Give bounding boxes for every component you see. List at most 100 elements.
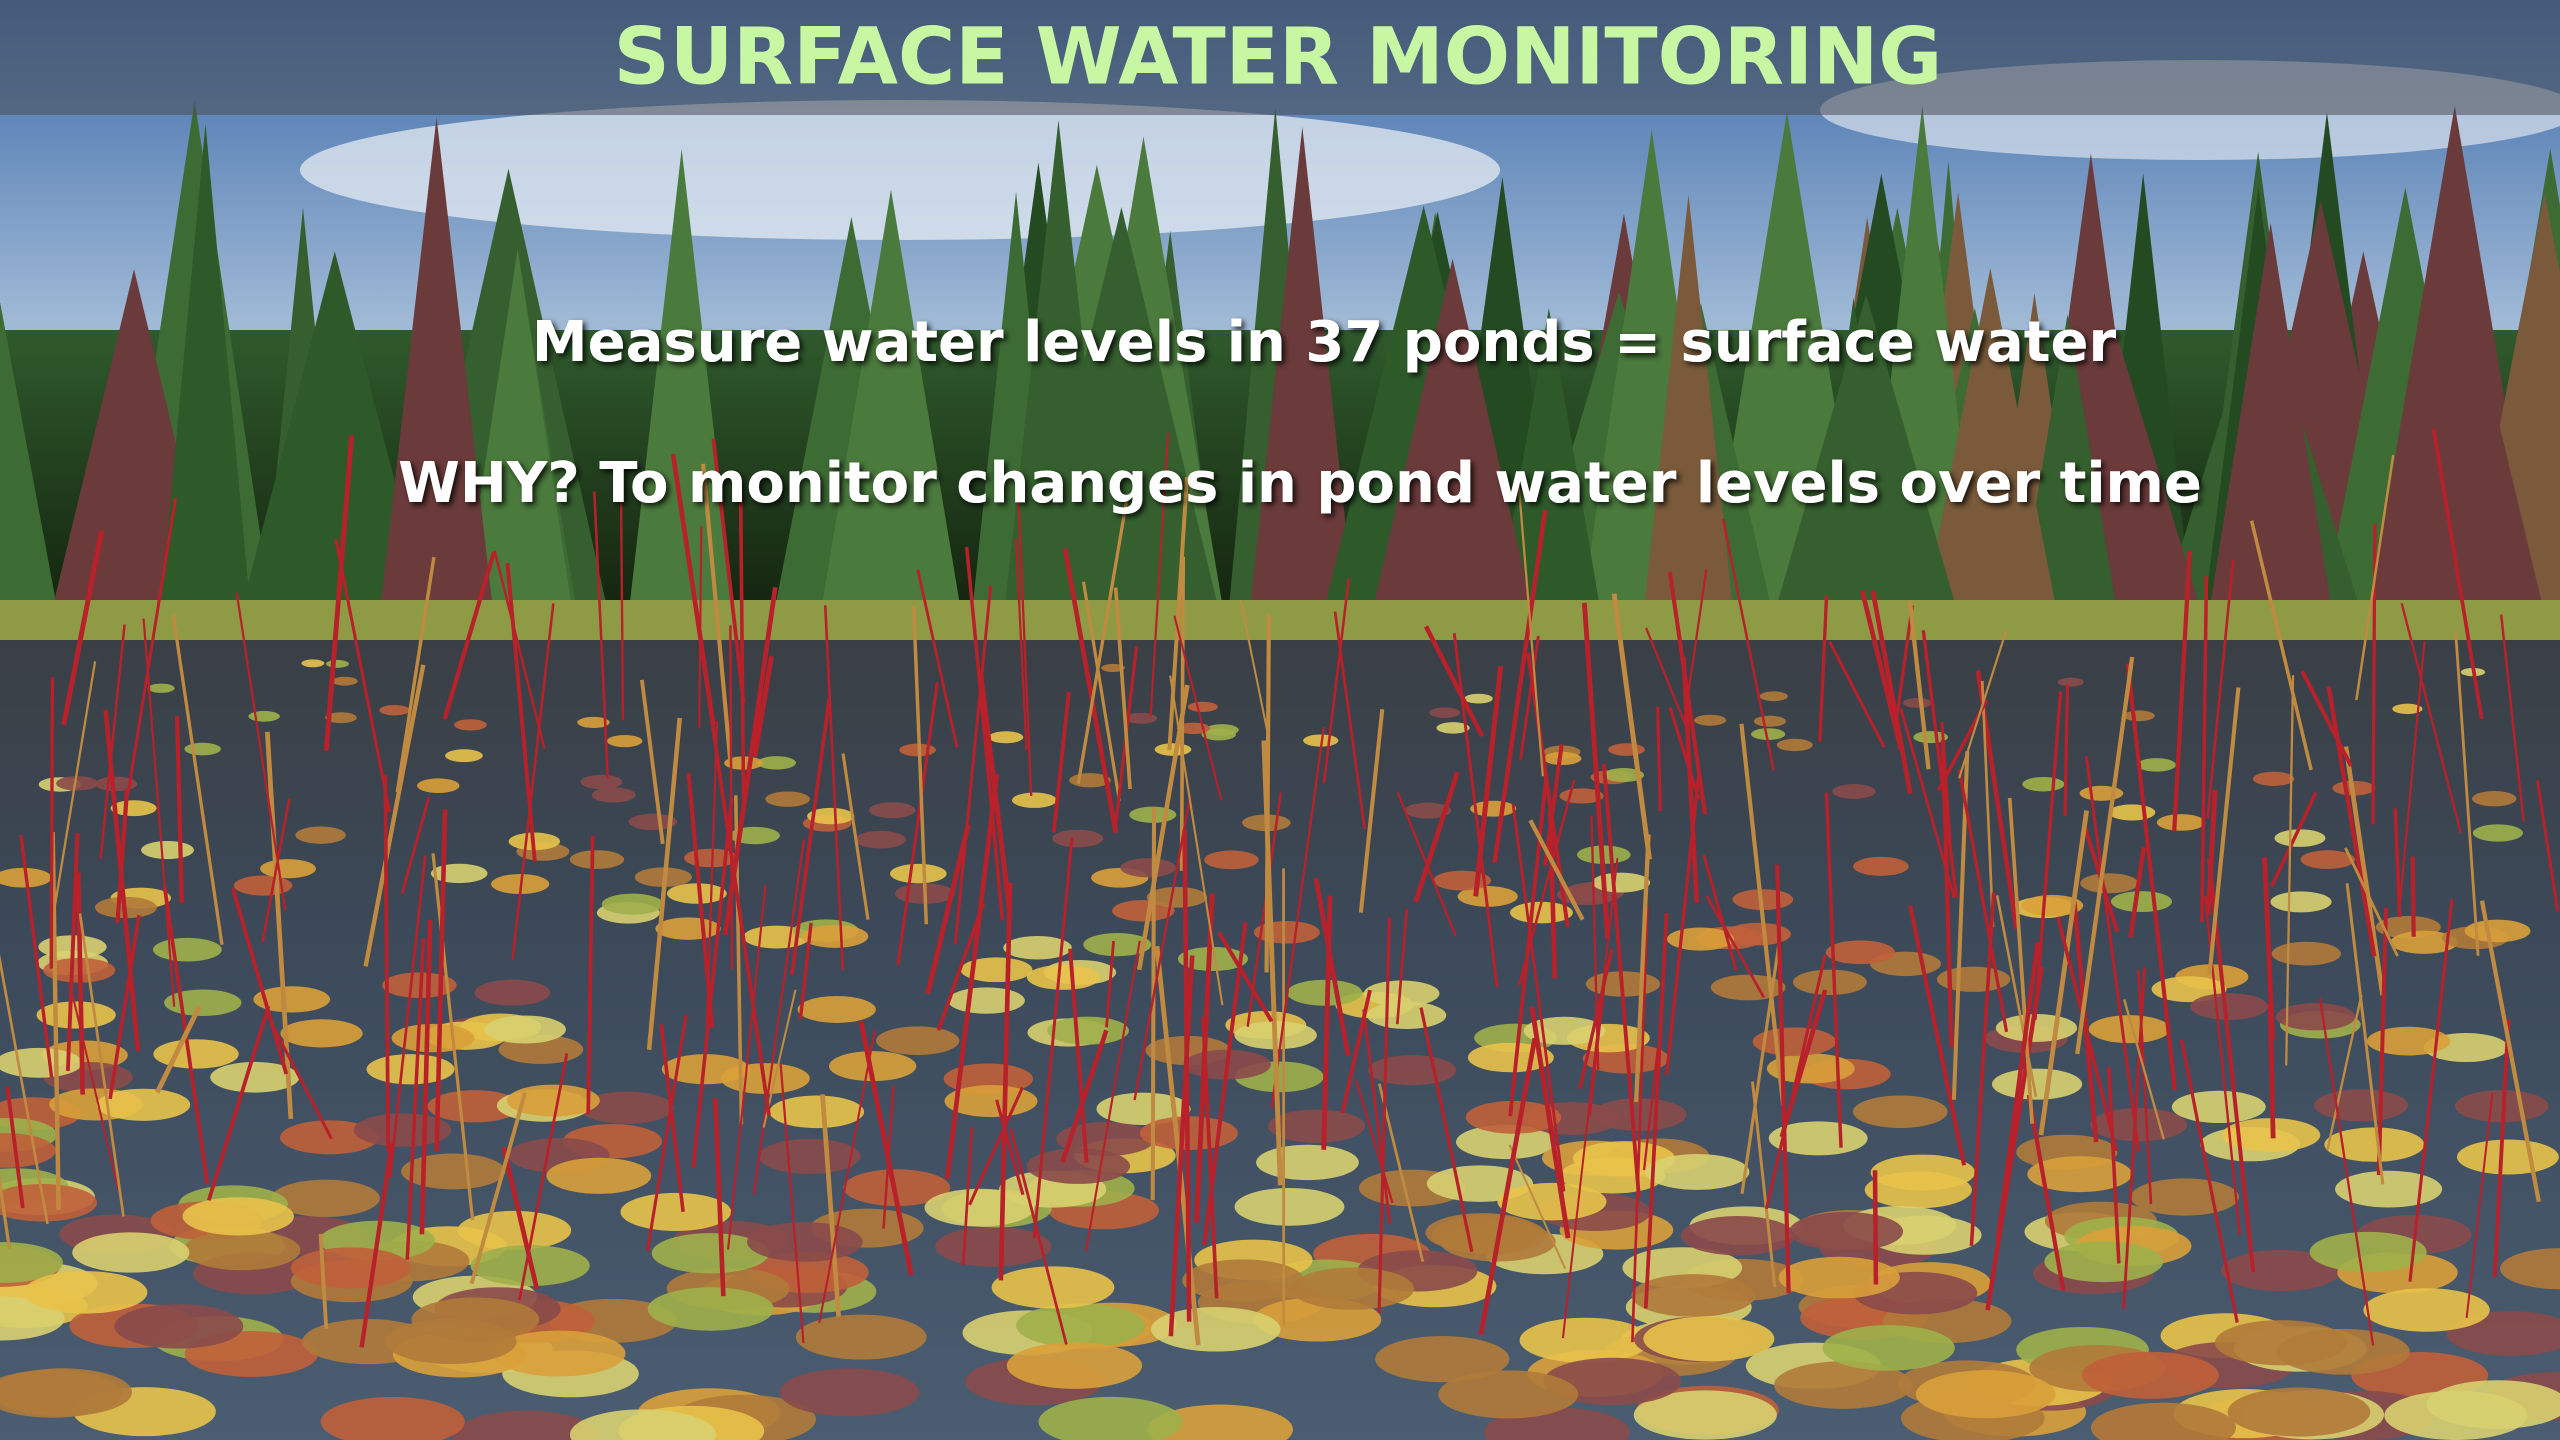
reed (2499, 614, 2525, 822)
reed (645, 1014, 688, 1252)
reed (2371, 523, 2377, 825)
reed (1173, 615, 1223, 801)
lily-pad (1759, 691, 1788, 702)
lily-pad (1751, 728, 1786, 741)
lily-pad (2274, 829, 2326, 847)
forest (0, 100, 2560, 611)
reed (2205, 789, 2218, 916)
lily-pad (1187, 701, 1218, 713)
lily-pad (765, 791, 810, 807)
reed (2345, 883, 2385, 1185)
slide-line: Measure water levels in 37 ponds = surfa… (532, 310, 2117, 375)
cloud (300, 100, 1500, 240)
reed (2206, 858, 2256, 1273)
tree (1372, 258, 1533, 610)
reed (2107, 1067, 2121, 1264)
reed (619, 476, 625, 721)
reed (911, 606, 929, 925)
reed (1642, 1046, 1660, 1171)
lily-pad (1253, 920, 1320, 944)
reed (206, 1005, 271, 1201)
lily-pad (579, 1091, 674, 1124)
reed (1068, 948, 1089, 1163)
lily-pad (280, 1019, 363, 1048)
reed (2075, 656, 2135, 1055)
reed (1921, 630, 1959, 898)
reed (1668, 707, 1701, 800)
reed (2431, 428, 2484, 720)
lily-pad (569, 850, 625, 869)
lily-pad (1753, 715, 1787, 727)
lily-pad (164, 989, 242, 1017)
reed (1872, 1170, 1879, 1285)
lily-pad (325, 712, 357, 724)
lily-pad (2500, 1248, 2560, 1290)
lily-pad (454, 719, 487, 731)
lily-pad (2392, 703, 2423, 715)
lily-pad (2384, 1390, 2528, 1440)
lily-pad (2464, 919, 2531, 943)
reed (1396, 792, 1457, 937)
lily-pad (1853, 856, 1909, 876)
reed (363, 664, 426, 967)
lily-pad (591, 787, 636, 803)
reed (1656, 706, 1662, 812)
lily-pad (869, 802, 916, 819)
reed (1985, 966, 2044, 1311)
reed (1547, 810, 1558, 979)
lily-pad (1101, 663, 1125, 673)
reed (1169, 675, 1224, 1006)
tree (0, 302, 58, 610)
lily-pad (647, 1287, 774, 1331)
reed (1895, 605, 1914, 720)
lily-pad (1006, 1342, 1143, 1389)
reed (1322, 577, 1351, 784)
lily-pad (2123, 710, 2155, 722)
lily-pad (110, 800, 157, 817)
lily-pad (769, 1095, 865, 1129)
tree (1924, 268, 2057, 610)
reed (1060, 1029, 1109, 1163)
lily-pad (2171, 1090, 2266, 1124)
lily-pad (876, 1026, 960, 1056)
reed (2137, 969, 2153, 1205)
reed (1154, 945, 1201, 1346)
reed (2535, 780, 2560, 912)
reed (75, 872, 85, 1095)
reed (1578, 948, 1614, 1090)
lily-pad (1825, 940, 1895, 965)
lily-pad (0, 1183, 98, 1222)
lily-pad (2227, 1387, 2371, 1437)
tree (160, 123, 251, 610)
lily-pad (1047, 1016, 1129, 1045)
lily-pad (2309, 1231, 2427, 1273)
reed (19, 834, 54, 1078)
reed (2267, 1002, 2276, 1139)
reed (395, 556, 436, 793)
reed (1321, 895, 1333, 1150)
lily-pad (1429, 707, 1461, 718)
lily-pad (758, 1138, 861, 1174)
tree (463, 248, 573, 611)
lily-pad (457, 1210, 572, 1250)
reed (1828, 640, 1886, 748)
lily-pad (1436, 722, 1470, 734)
lily-pad (331, 676, 358, 686)
lily-pad (2270, 891, 2332, 913)
reed (896, 681, 939, 966)
reed (701, 463, 733, 761)
lily-pad (1016, 1303, 1146, 1348)
reed (1818, 595, 1829, 742)
lily-pad (843, 1169, 951, 1207)
lily-pad (1936, 966, 2011, 992)
lily-pad (95, 776, 138, 792)
reed (505, 562, 537, 862)
reed (2123, 999, 2165, 1140)
reed (71, 992, 120, 1191)
lily-pad (801, 924, 869, 948)
reed (646, 717, 682, 1050)
reed (1358, 709, 1385, 913)
reed (1264, 614, 1271, 973)
lily-pad (430, 863, 488, 884)
lily-pad (248, 710, 280, 722)
